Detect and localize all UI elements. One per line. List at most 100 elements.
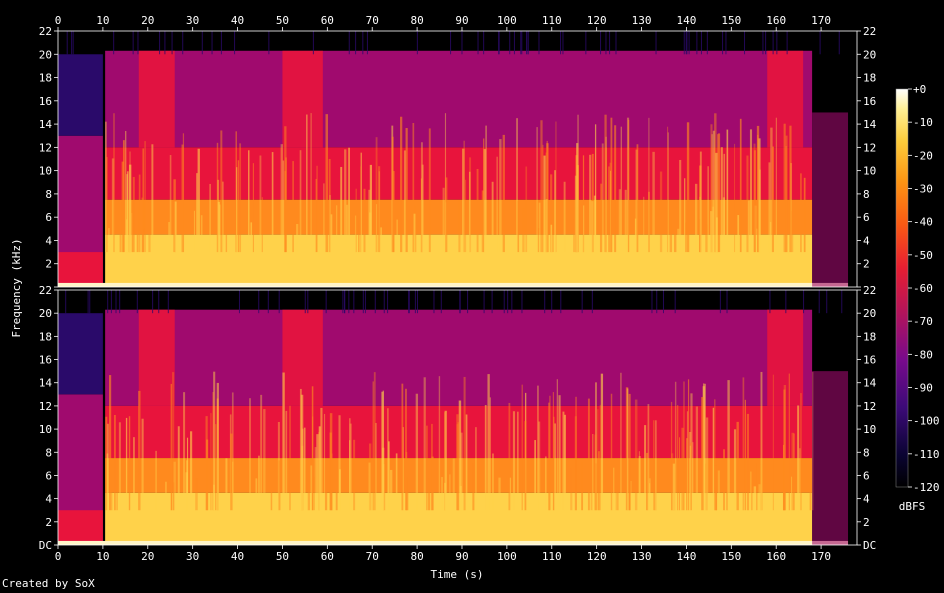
texture-streak (620, 126, 622, 253)
cutoff-spike (605, 31, 607, 55)
texture-streak (575, 396, 577, 511)
cutoff-spike (71, 31, 73, 55)
texture-streak (589, 154, 592, 253)
cutoff-spike (268, 31, 270, 55)
texture-streak (590, 469, 593, 511)
cutoff-spike (803, 290, 805, 314)
texture-streak (598, 451, 600, 511)
texture-streak (289, 405, 291, 511)
spectrogram-channel-2 (57, 289, 858, 546)
texture-streak (646, 452, 649, 511)
band-mid (105, 458, 813, 493)
texture-streak (172, 372, 175, 511)
texture-streak (456, 424, 459, 511)
cutoff-spike (342, 290, 344, 314)
texture-streak (626, 388, 629, 511)
texture-streak (249, 398, 251, 511)
panel-frame (57, 30, 858, 288)
cutoff-spike (706, 31, 708, 55)
cutoff-spike (527, 31, 529, 55)
band-low (105, 492, 813, 545)
loud-section-0 (138, 50, 175, 148)
texture-streak (594, 124, 597, 253)
texture-streak (581, 461, 584, 511)
cutoff-spike (374, 290, 376, 314)
texture-streak (110, 465, 113, 511)
cutoff-spike (483, 290, 485, 314)
texture-streak (667, 132, 669, 253)
cutoff-spike (459, 290, 461, 314)
cutoff-spike (685, 31, 687, 55)
x-tick-label-bottom: 150 (721, 550, 741, 563)
x-tick-label-top: 40 (231, 14, 244, 27)
texture-streak (797, 405, 800, 511)
texture-streak (563, 181, 566, 253)
cutoff-spike (304, 290, 306, 314)
texture-streak (375, 204, 378, 253)
texture-streak (625, 387, 629, 511)
texture-streak (714, 465, 717, 511)
texture-streak (556, 379, 558, 511)
panel-frame (57, 289, 858, 546)
y-tick-label-right: 22 (863, 284, 876, 297)
texture-streak (574, 207, 578, 253)
texture-streak (378, 166, 381, 253)
texture-streak (219, 204, 221, 253)
cutoff-spike (440, 290, 442, 314)
texture-streak (593, 195, 596, 253)
y-tick-label-right: 8 (863, 188, 870, 201)
texture-streak (174, 201, 177, 253)
texture-streak (574, 175, 577, 253)
texture-streak (151, 144, 154, 253)
texture-streak (325, 114, 328, 253)
texture-streak (627, 119, 630, 253)
cutoff-spike (560, 290, 562, 314)
y-tick-label-right: 8 (863, 446, 870, 459)
texture-streak (324, 467, 328, 511)
texture-streak (613, 467, 615, 511)
y-tick-label-left: 14 (39, 377, 53, 390)
cutoff-spike (450, 31, 452, 55)
texture-streak (173, 482, 175, 511)
y-tick-label-left: 4 (45, 493, 52, 506)
texture-streak (329, 432, 332, 511)
texture-streak (400, 116, 403, 253)
y-tick-label-right: 22 (863, 25, 876, 38)
texture-streak (260, 394, 263, 511)
texture-streak (220, 130, 223, 253)
texture-streak (648, 478, 651, 511)
cutoff-spike (521, 290, 523, 314)
texture-streak (472, 462, 475, 511)
y-tick-label-left: 2 (45, 516, 52, 529)
texture-streak (127, 171, 129, 253)
y-tick-label-left: 18 (39, 330, 52, 343)
texture-streak (683, 381, 685, 511)
y-tick-label-left: DC (39, 539, 52, 552)
cutoff-spike (387, 290, 389, 314)
texture-streak (209, 183, 211, 253)
band-top (105, 309, 813, 406)
texture-streak (782, 444, 785, 511)
texture-streak (311, 386, 314, 511)
texture-streak (652, 151, 655, 253)
texture-streak (694, 183, 698, 253)
texture-streak (475, 427, 477, 511)
texture-streak (304, 427, 306, 511)
texture-streak (707, 166, 709, 253)
cutoff-spike (159, 31, 161, 55)
texture-streak (502, 134, 505, 253)
y-tick-label-left: 8 (45, 446, 52, 459)
cutoff-spike (220, 31, 222, 55)
cutoff-spike (366, 31, 368, 55)
texture-streak (299, 388, 302, 511)
texture-streak (744, 399, 746, 511)
colorbar-tick-label: -100 (913, 415, 940, 428)
texture-streak (498, 477, 501, 511)
y-tick-label-left: 8 (45, 188, 52, 201)
texture-streak (614, 125, 617, 253)
texture-streak (536, 127, 538, 253)
x-tick-label-bottom: 60 (321, 550, 334, 563)
texture-streak (677, 228, 680, 253)
texture-streak (594, 434, 597, 511)
texture-streak (316, 165, 318, 253)
